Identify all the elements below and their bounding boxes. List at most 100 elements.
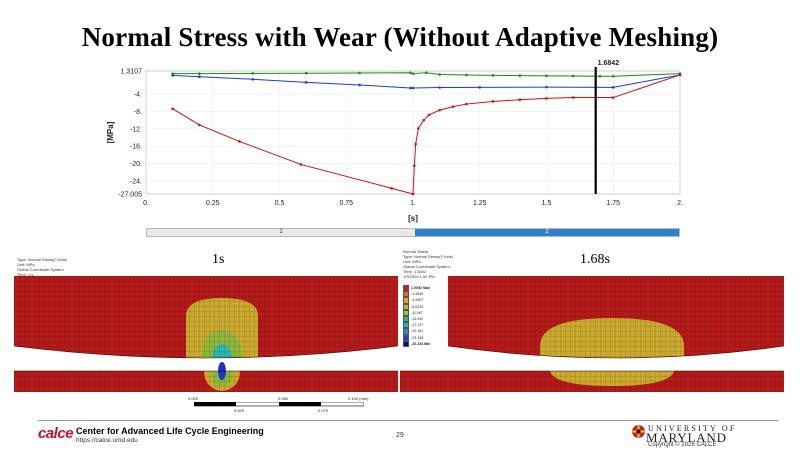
center-url[interactable]: https://calce.umd.edu	[76, 437, 138, 444]
data-point-average	[409, 86, 412, 90]
x-tick-label: 0.75	[339, 200, 353, 207]
info-line: Normal Stress	[403, 249, 429, 254]
data-point-average	[545, 85, 548, 89]
data-point-minimum	[678, 73, 682, 77]
data-point-minimum	[438, 108, 442, 112]
panel-time-left: 1s	[212, 252, 225, 267]
calce-logo: calce	[38, 425, 74, 442]
x-axis-label: [s]	[408, 214, 418, 223]
x-tick-label: 1.75	[606, 200, 620, 207]
legend-entry: -4.9957	[403, 297, 443, 304]
fem-contour-right	[400, 276, 784, 392]
y-tick-label: -16.	[130, 144, 142, 151]
scale-label: 0.075	[318, 408, 329, 413]
info-line: 1/3/2026 1:59 PM	[403, 274, 435, 279]
legend-entry: -23.198	[403, 334, 443, 341]
scale-label: 0.050	[278, 396, 289, 401]
data-point-average	[438, 86, 442, 89]
stress-time-chart: 0. 0.25 0.5 0.75 1. 1.25 1.5 1.75 2. 1.3107 -4. -8.…	[106, 60, 683, 223]
data-point-minimum	[390, 187, 393, 190]
contour-legend-right: 1.0052 Max -1.9549 -4.9957 -8.0312 -11.067 -1…	[403, 285, 443, 347]
data-point-average	[478, 86, 482, 89]
slide-title: Normal Stress with Wear (Without Adaptiv…	[81, 22, 719, 52]
legend-swatch	[403, 285, 409, 292]
info-line: Unit: MPa	[17, 262, 35, 267]
legend-entry: -8.0312	[403, 303, 443, 310]
data-point-minimum	[611, 96, 615, 99]
info-line: Time: 1 s	[17, 272, 34, 277]
data-point-minimum	[414, 142, 417, 146]
data-point-minimum	[411, 192, 415, 196]
data-point-average	[411, 86, 415, 90]
data-point-average	[171, 74, 174, 77]
data-point-average	[304, 81, 308, 84]
legend-swatch	[403, 309, 409, 316]
data-point-maximum	[571, 74, 575, 78]
data-point-maximum	[251, 72, 255, 75]
legend-value: -8.0312	[411, 304, 424, 309]
legend-entry: -11.067	[403, 309, 443, 316]
legend-swatch	[403, 315, 409, 323]
legend-swatch	[403, 334, 409, 341]
legend-swatch	[403, 328, 409, 335]
data-point-maximum	[304, 71, 308, 75]
scale-bar-graphic	[194, 402, 364, 407]
series-line-average	[172, 74, 681, 89]
data-point-maximum	[198, 72, 201, 75]
legend-entry: -26.234 Min	[403, 340, 443, 347]
data-point-average	[611, 86, 615, 89]
data-point-minimum	[465, 102, 468, 106]
umd-seal-icon	[632, 425, 645, 438]
data-point-maximum	[518, 74, 522, 77]
data-point-minimum	[451, 105, 455, 108]
timeline-step-1[interactable]: 1	[147, 229, 415, 236]
data-point-minimum	[198, 123, 201, 127]
university-name: MARYLAND	[646, 430, 727, 445]
legend-swatch	[403, 322, 409, 329]
data-point-average	[198, 75, 201, 78]
data-point-maximum	[598, 74, 602, 78]
panel-time-right: 1.68s	[580, 252, 610, 267]
data-point-minimum	[238, 140, 241, 143]
data-point-maximum	[358, 71, 361, 75]
x-tick-label: 0.5	[275, 200, 285, 207]
university-label: UNIVERSITY OF	[648, 424, 737, 433]
info-line: Type: Normal Stress(Y Axis)	[403, 254, 453, 259]
legend-value: -23.198	[411, 335, 424, 340]
fem-contour-left	[14, 276, 398, 392]
data-point-minimum	[413, 164, 416, 168]
center-name: Center for Advanced Life Cycle Engineeri…	[76, 426, 264, 436]
y-tick-label: -8.	[134, 109, 142, 116]
legend-swatch	[403, 303, 409, 310]
data-point-average	[251, 77, 255, 81]
data-point-minimum	[422, 118, 425, 122]
timeline-bar[interactable]: 1 2	[146, 228, 680, 237]
info-line: Unit: MPa	[403, 259, 421, 264]
legend-value: -20.161	[411, 329, 424, 334]
data-point-maximum	[425, 71, 428, 75]
data-point-minimum	[545, 97, 548, 100]
legend-value: -1.9549	[411, 292, 424, 297]
page-number: 29	[396, 432, 404, 439]
timeline-step-2[interactable]: 2	[415, 229, 679, 236]
info-line: Global Coordinate System	[17, 267, 64, 272]
legend-value: -14.092	[411, 317, 424, 322]
data-point-minimum	[427, 113, 431, 117]
scale-label: 0.100 (mm)	[348, 396, 369, 401]
info-line: Time: 1.6842	[403, 269, 427, 274]
data-point-minimum	[491, 100, 495, 103]
legend-swatch	[403, 291, 409, 298]
y-tick-label: -24.	[130, 178, 142, 185]
legend-value: -17.127	[411, 323, 424, 328]
x-tick-label: 1.25	[473, 200, 487, 207]
legend-value: -11.067	[411, 310, 423, 315]
legend-entry: -1.9549	[403, 291, 443, 298]
data-point-minimum	[518, 98, 522, 102]
data-point-maximum	[411, 72, 415, 75]
legend-swatch	[403, 340, 409, 347]
legend-value: -4.9957	[411, 298, 424, 303]
scale-label: 0.000	[188, 396, 199, 401]
y-tick-label: -4.	[134, 92, 142, 99]
y-axis-label: [MPa]	[106, 121, 115, 143]
x-tick-label: 1.5	[542, 200, 552, 207]
